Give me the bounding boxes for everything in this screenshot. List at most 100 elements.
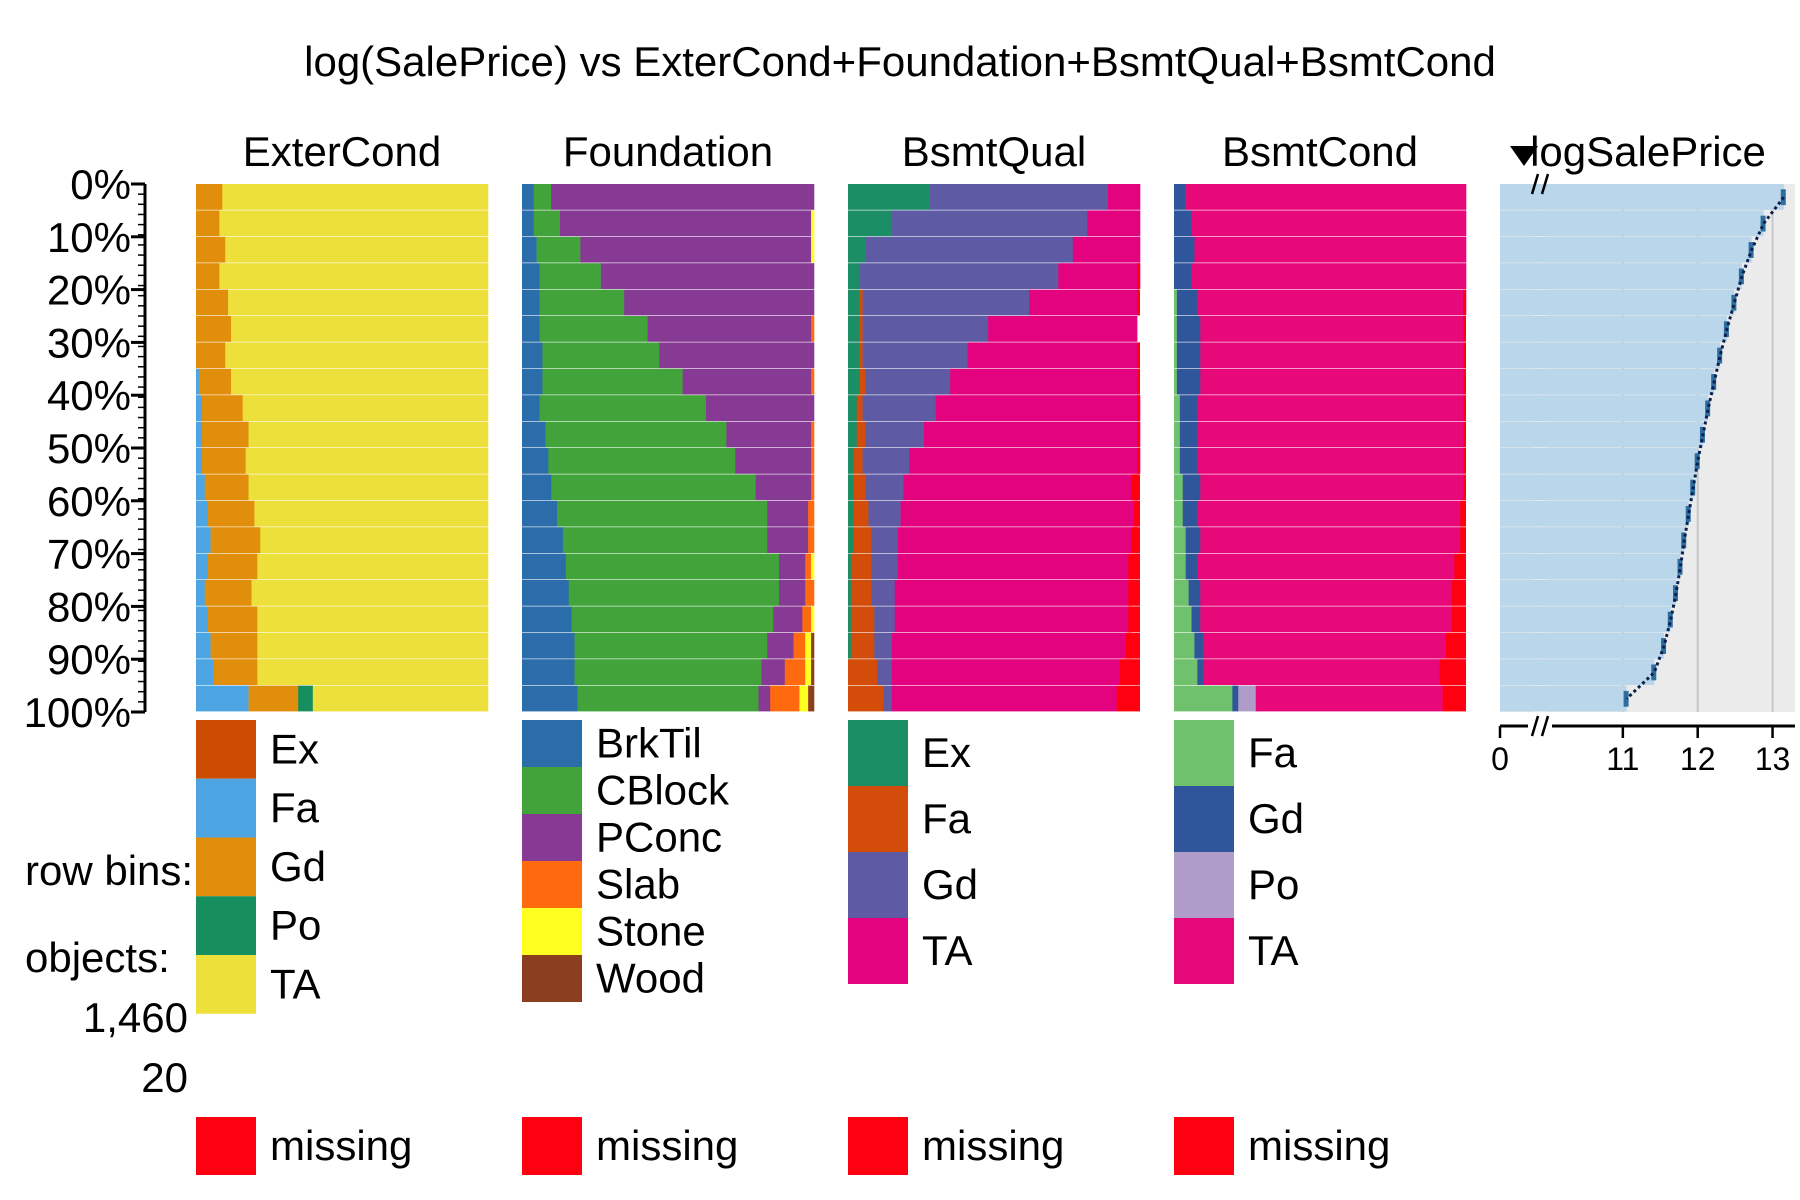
numeric-bin-bar [1500, 421, 1703, 448]
numeric-bin-bar [1500, 580, 1676, 606]
bin-segment-fa [1174, 395, 1181, 421]
bin-segment-ta [257, 606, 489, 633]
bin-segment-gd [1174, 263, 1192, 289]
bin-segment-fa [859, 368, 866, 395]
bin-segment-missing [1137, 263, 1140, 289]
row-bins-value: 20 [141, 1054, 188, 1101]
bin-segment-fa [1174, 289, 1178, 316]
legend-label: Gd [270, 843, 326, 890]
bin-segment-gd [877, 659, 893, 685]
legend-label: TA [270, 960, 321, 1007]
bin-segment-ta [935, 395, 1141, 421]
bin-segment-missing [1137, 448, 1140, 474]
bin-segment-gd [1174, 184, 1186, 210]
bin-segment-slab [805, 580, 815, 606]
bin-segment-pconc [755, 474, 812, 501]
bin-segment-fa [856, 395, 863, 421]
bin-segment-missing [1125, 632, 1140, 659]
numeric-bin-bar [1500, 606, 1671, 633]
legend-label: Stone [596, 908, 706, 955]
bin-segment-ta [900, 500, 1138, 527]
numeric-bin-bar [1500, 342, 1721, 369]
bin-segment-fa [1174, 421, 1181, 448]
bin-segment-pconc [705, 395, 815, 421]
bin-segment-cblock [539, 316, 648, 342]
bin-segment-ta [228, 289, 489, 316]
bin-segment-ta [242, 395, 489, 421]
bin-segment-gd [201, 421, 249, 448]
row-axis: 0% 10% 20% 30% 40% 50% 60% 70% 80% 90% 100% [24, 161, 147, 736]
bin-segment-fa [196, 606, 208, 633]
bin-segment-brktil [522, 289, 540, 316]
panel-foundation: Foundation BrkTilCBlockPConcSlabStoneWood… [522, 128, 815, 1175]
legend-swatch-brktil [522, 720, 582, 767]
numeric-bin-mean-mark [1694, 453, 1700, 470]
panel-extercond: ExterCond Ex Fa Gd Po TA missing [196, 128, 489, 1175]
bin-segment-gd [196, 316, 232, 342]
legend-swatch-wood [522, 955, 582, 1002]
bin-segment-ta [891, 659, 1120, 685]
bin-segment-gd [871, 553, 898, 580]
bin-segment-cblock [571, 606, 774, 633]
bin-segment-fa [850, 632, 875, 659]
legend-swatch-ex [196, 720, 256, 779]
bin-segment-fa [848, 659, 878, 685]
bin-segment-gd [1194, 632, 1204, 659]
bin-segment-missing [1463, 316, 1466, 342]
bin-segment-missing [1463, 289, 1466, 316]
bin-segment-cblock [562, 527, 768, 553]
bin-segment-slab [802, 606, 812, 633]
bin-segment-stone [799, 685, 809, 712]
bin-segment-ta [254, 500, 489, 527]
bin-segment-ta [1058, 263, 1141, 289]
bin-segment-wood [811, 659, 815, 685]
bin-segment-ta [222, 184, 489, 210]
bin-segment-fa [853, 500, 869, 527]
bin-segment-brktil [522, 474, 552, 501]
bin-segment-fa [853, 527, 872, 553]
bin-segment-missing [1137, 289, 1140, 316]
bin-segment-brktil [522, 448, 549, 474]
bin-segment-ta [248, 474, 489, 501]
bin-segment-brktil [522, 210, 534, 237]
bin-segment-brktil [522, 421, 546, 448]
bin-segment-cblock [539, 395, 707, 421]
bin-segment-ta [891, 632, 1132, 659]
bin-segment-cblock [539, 263, 602, 289]
bin-segment-missing [1131, 527, 1140, 553]
numeric-bin-bar [1500, 263, 1742, 289]
axis-break-mark [1540, 173, 1550, 195]
legend-swatch-pconc [522, 814, 582, 861]
bin-segment-ta [1200, 342, 1464, 369]
bin-segment-ex [848, 527, 855, 553]
info-block: row bins: objects: 1,460 20 [25, 847, 193, 1101]
bin-segment-gd [1188, 580, 1201, 606]
bin-segment-pconc [758, 685, 771, 712]
bin-segment-ta [897, 527, 1138, 553]
bin-segment-gd [1174, 236, 1195, 263]
bin-segment-fa [196, 421, 203, 448]
bin-segment-ta [988, 316, 1138, 342]
legend-label: Slab [596, 861, 680, 908]
bin-segment-missing [1463, 448, 1466, 474]
bin-segment-ex [848, 342, 860, 369]
bin-segment-gd [1232, 685, 1239, 712]
bin-segment-fa [853, 448, 863, 474]
bin-segment-missing [1137, 395, 1140, 421]
row-axis-tick-label: 0% [70, 161, 131, 208]
bin-segment-ta [909, 448, 1141, 474]
bin-segment-fa [1174, 527, 1186, 553]
bin-segment-fa [196, 659, 214, 685]
bin-segment-gd [1182, 474, 1201, 501]
bin-segment-gd [1174, 210, 1192, 237]
bin-segment-cblock [539, 289, 625, 316]
numeric-bin-bar [1500, 500, 1689, 527]
bin-segment-missing [1119, 659, 1140, 685]
legend-label: PConc [596, 814, 722, 861]
bin-segment-gd [213, 659, 258, 685]
bin-segment-ta [1194, 236, 1467, 263]
bin-segment-gd [248, 685, 299, 712]
bin-segment-ta [1203, 659, 1441, 685]
bin-segment-ta [967, 342, 1138, 369]
bin-segment-ex [848, 236, 866, 263]
